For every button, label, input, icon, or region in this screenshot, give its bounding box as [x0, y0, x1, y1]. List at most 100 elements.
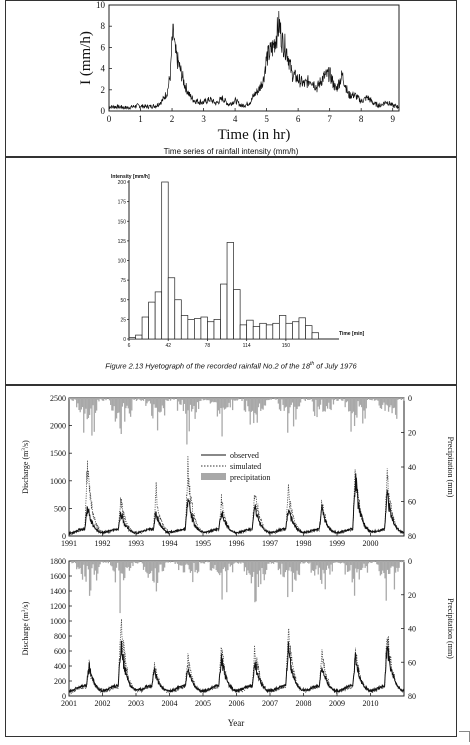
precipitation-bar	[280, 398, 282, 411]
precipitation-bar	[185, 561, 187, 565]
precipitation-bar	[159, 398, 161, 413]
precipitation-bar	[230, 561, 233, 566]
precipitation-bar	[99, 561, 101, 565]
legend-observed-label: observed	[230, 451, 259, 460]
x-tick-label: 1992	[95, 539, 111, 548]
precipitation-bar	[90, 398, 92, 409]
y-tick-label: 1600	[50, 572, 66, 581]
precipitation-bar	[101, 398, 104, 401]
precipitation-bar	[273, 561, 275, 564]
y-right-tick-label: 60	[408, 498, 416, 507]
histogram-bar	[141, 316, 149, 340]
precipitation-bar	[379, 561, 382, 576]
precipitation-bar	[100, 561, 102, 562]
precipitation-bar	[190, 561, 193, 572]
precipitation-bar	[152, 398, 154, 419]
precipitation-bar	[84, 561, 86, 577]
precipitation-bar	[180, 561, 182, 566]
precipitation-bar	[78, 561, 80, 570]
precipitation-bar	[189, 398, 192, 405]
y-tick-label: 2000	[50, 422, 66, 431]
precipitation-bar	[348, 398, 350, 412]
precipitation-bar	[133, 561, 135, 563]
precipitation-bar	[119, 398, 121, 429]
precipitation-bar	[281, 398, 283, 400]
precipitation-bar	[196, 398, 199, 403]
precipitation-bar	[308, 561, 310, 564]
precipitation-bar	[386, 561, 389, 570]
precipitation-bar	[193, 398, 195, 406]
precipitation-bar	[117, 398, 119, 414]
precipitation-bar	[289, 398, 291, 408]
y-tick-label: 1000	[50, 477, 66, 486]
precipitation-bar	[396, 398, 398, 419]
intensity-series-line	[108, 10, 400, 110]
precipitation-bar	[328, 561, 330, 569]
precipitation-bar	[284, 561, 287, 573]
precipitation-bar	[261, 561, 263, 569]
precipitation-bar	[312, 398, 315, 412]
precipitation-bar	[73, 398, 75, 400]
precipitation-bar	[119, 561, 121, 614]
x-tick-label: 150	[282, 343, 291, 349]
x-tick-label: 6	[296, 114, 301, 124]
precipitation-bar	[118, 561, 120, 571]
precipitation-bar	[83, 398, 85, 433]
precipitation-bar	[87, 398, 90, 418]
precipitation-bar	[171, 398, 173, 400]
precipitation-bar	[78, 398, 80, 411]
precipitation-bar	[111, 561, 113, 567]
precipitation-bar	[275, 561, 277, 563]
precipitation-bar	[149, 398, 152, 404]
y-tick-label: 0	[62, 532, 66, 541]
precipitation-bar	[190, 398, 193, 412]
precipitation-bar	[297, 561, 299, 575]
precipitation-bar	[302, 561, 304, 564]
x-tick-label: 2003	[128, 699, 144, 708]
precipitation-bar	[207, 398, 209, 401]
precipitation-bar	[210, 398, 213, 403]
precipitation-bar	[359, 398, 362, 405]
y-right-axis-label: Precipitation (mm)	[446, 437, 455, 498]
x-tick-label: 114	[243, 343, 251, 349]
precipitation-bar	[114, 398, 117, 422]
precipitation-bar	[344, 561, 346, 575]
precipitation-bar	[258, 561, 261, 571]
y-tick-label: 150	[118, 219, 127, 225]
precipitation-bar	[397, 561, 399, 572]
precipitation-bar	[380, 561, 383, 575]
x-tick-label: 1999	[329, 539, 345, 548]
precipitation-bar	[341, 398, 343, 401]
y-right-tick-label: 20	[408, 591, 416, 600]
precipitation-bar	[160, 561, 162, 565]
rainfall-intensity-chart: 0 1 2 3 4 5 6 7 8 9 0 2 4 6 8 10 Time (in hr) I (mm/h)	[78, 0, 400, 143]
precipitation-bar	[349, 398, 351, 412]
precipitation-bar	[114, 561, 117, 583]
precipitation-bar	[277, 561, 280, 571]
precipitation-bar	[179, 398, 181, 405]
precipitation-bar	[276, 561, 278, 563]
precipitation-bar	[219, 398, 221, 414]
precipitation-bar	[128, 398, 131, 414]
precipitation-bar	[365, 398, 367, 409]
precipitation-bar	[326, 398, 329, 409]
y-tick-label: 125	[118, 239, 127, 245]
precipitation-bar	[203, 398, 206, 401]
precipitation-bar	[203, 561, 206, 564]
precipitation-bar	[98, 561, 100, 568]
precipitation-bar	[290, 561, 292, 572]
precipitation-bar	[201, 398, 203, 399]
precipitation-bar	[231, 398, 234, 411]
precipitation-bar	[103, 561, 105, 563]
precipitation-bar	[287, 398, 289, 433]
precipitation-bar	[236, 561, 238, 563]
x-axis-label: Time [min]	[339, 331, 365, 337]
precipitation-bar	[265, 561, 268, 570]
precipitation-bar	[210, 561, 213, 571]
precipitation-bar	[229, 561, 231, 567]
precipitation-bar	[99, 398, 101, 400]
precipitation-bar	[133, 398, 135, 400]
precipitation-bar	[391, 561, 393, 567]
histogram-bar	[180, 315, 189, 340]
precipitation-bar	[337, 398, 339, 401]
